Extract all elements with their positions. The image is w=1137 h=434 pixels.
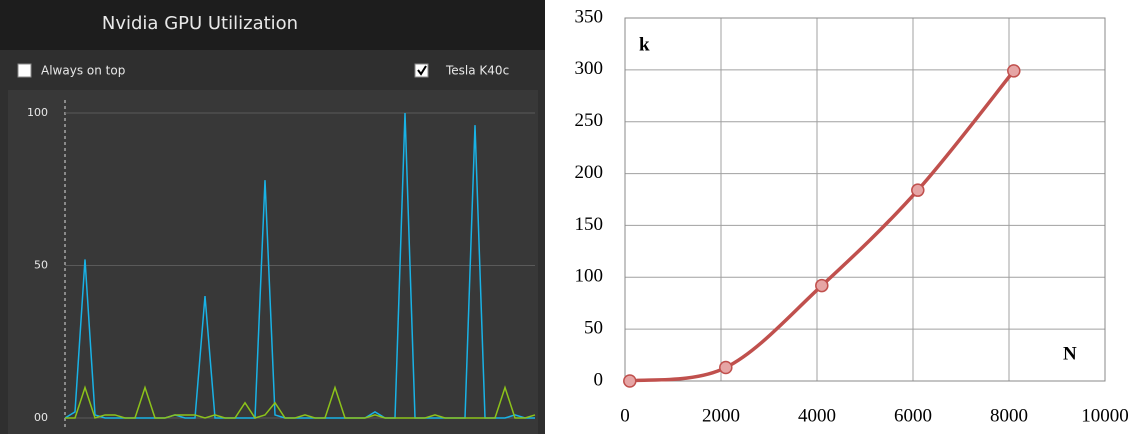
y-tick-label: 0 [594,369,604,390]
x-tick-label: 8000 [990,405,1028,426]
x-axis-label: N [1063,343,1077,364]
plot-frame [624,17,1106,382]
x-tick-label: 0 [620,405,630,426]
x-tick-label: 6000 [894,405,932,426]
window-title: Nvidia GPU Utilization [102,13,298,34]
y-tick-label: 300 [575,58,604,79]
data-point [623,374,637,388]
y-tick-label: 100 [575,266,604,287]
data-point [1007,64,1021,78]
series-line [629,69,1016,383]
check-mark [417,65,427,76]
y-tick-label: 150 [575,214,604,235]
x-tick-label: 4000 [798,405,836,426]
y-tick-label: 100 [27,106,48,119]
y-tick-label: 250 [575,110,604,131]
title-bar [0,0,545,50]
data-point [911,183,925,197]
y-tick-label: 50 [584,318,603,339]
series-line [65,385,536,419]
x-tick-label: 2000 [702,405,740,426]
y-axis-label: k [639,34,650,55]
checkbox-label[interactable]: Tesla K40c [445,64,509,78]
x-tick-label: 10000 [1081,405,1129,426]
y-tick-label: 00 [34,411,48,424]
y-tick-label: 200 [575,162,604,183]
data-point [719,360,733,375]
y-tick-label: 350 [575,6,604,27]
checkbox[interactable] [17,63,32,78]
y-tick-label: 50 [34,259,48,272]
checkbox-label[interactable]: Always on top [41,64,125,78]
data-point [815,278,829,293]
